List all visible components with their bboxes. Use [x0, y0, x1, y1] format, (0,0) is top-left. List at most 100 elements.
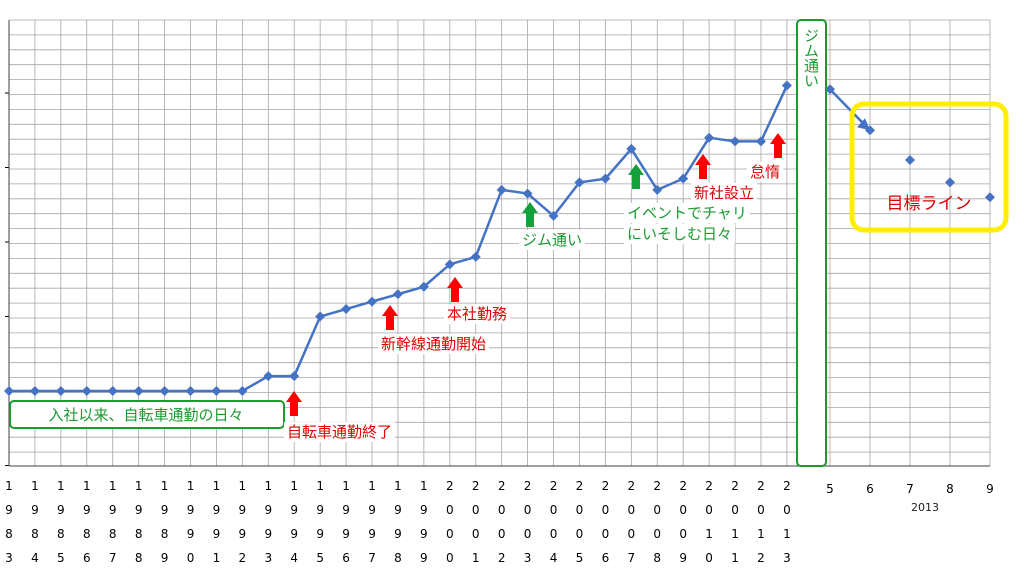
x-tick-label: 9 — [316, 527, 324, 541]
x-tick-label: 9 — [264, 503, 272, 517]
commute-days-label: 入社以来、自転車通勤の日々 — [48, 406, 243, 424]
data-point — [289, 371, 300, 382]
x-tick-label: 0 — [679, 527, 687, 541]
x-tick-label: 1 — [705, 527, 713, 541]
x-tick-label: 2 — [472, 479, 480, 493]
label-bg — [747, 162, 783, 182]
x-tick-label: 9 — [290, 503, 298, 517]
x-tick-label: 1 — [213, 551, 221, 565]
x-tick-label: 8 — [5, 527, 13, 541]
x-tick-label: 2 — [524, 479, 532, 493]
x-tick-label: 9 — [161, 503, 169, 517]
label-bg — [624, 224, 735, 244]
x-tick-label: 7 — [627, 551, 635, 565]
x-tick-label: 0 — [757, 503, 765, 517]
x-tick-label: 3 — [264, 551, 272, 565]
head-office-arrow — [447, 277, 463, 302]
x-tick-label: 0 — [498, 503, 506, 517]
label-bg — [691, 183, 757, 203]
x-tick-label: 9 — [213, 503, 221, 517]
x-tick-label: 1 — [213, 479, 221, 493]
target-label: 目標ライン — [887, 194, 972, 214]
x-tick-label: 2 — [576, 479, 584, 493]
lazy-label: 怠惰 — [750, 163, 780, 181]
data-point — [444, 259, 455, 270]
data-point — [548, 210, 559, 221]
data-point — [315, 311, 326, 322]
x-tick-label: 0 — [705, 551, 713, 565]
data-point — [263, 371, 274, 382]
x-tick-label: 9 — [239, 503, 247, 517]
x-tick-label: 9 — [31, 503, 39, 517]
event-label-line2: にいそしむ日々 — [627, 225, 732, 243]
x-tick-label: 9 — [264, 527, 272, 541]
series-arrowhead — [857, 118, 870, 131]
x-tick-label: 1 — [83, 479, 91, 493]
x-tick-label: 1 — [264, 479, 272, 493]
x-tick-label: 1 — [316, 479, 324, 493]
x-tick-label: 2 — [627, 479, 635, 493]
x-tick-label: 0 — [679, 503, 687, 517]
x-tick-label: 0 — [602, 503, 610, 517]
x-tick-label: 9 — [135, 503, 143, 517]
x-tick-label: 7 — [109, 551, 117, 565]
data-point — [107, 386, 118, 396]
x-tick-label: 0 — [576, 503, 584, 517]
x-tick-label: 0 — [653, 527, 661, 541]
x-tick-label: 1 — [731, 551, 739, 565]
data-point — [29, 386, 40, 396]
x-tick-label: 0 — [783, 503, 791, 517]
x-tick-label: 9 — [239, 527, 247, 541]
x-tick-label: 9 — [316, 503, 324, 517]
x-tick-label: 9 — [5, 503, 13, 517]
x-tick-label: 0 — [705, 503, 713, 517]
x-tick-label: 8 — [161, 527, 169, 541]
x-tick-label: 1 — [31, 479, 39, 493]
commute-days-box — [9, 400, 285, 429]
label-bg — [444, 304, 510, 324]
data-series — [4, 80, 995, 396]
label-bg — [378, 334, 489, 354]
label-bg — [624, 203, 750, 223]
x-tick-label: 9 — [342, 503, 350, 517]
x-tick-label: 5 — [57, 551, 65, 565]
x-tick-label: 9 — [394, 503, 402, 517]
x-tick-label: 6 — [342, 551, 350, 565]
x-tick-label: 1 — [161, 479, 169, 493]
data-point — [185, 386, 196, 396]
data-point — [81, 386, 92, 396]
gym1-label: ジム通い — [522, 231, 582, 249]
x-tick-label: 9 — [187, 503, 195, 517]
x-tick-label: 4 — [550, 551, 558, 565]
label-bg — [519, 230, 585, 250]
data-point — [730, 136, 741, 147]
x-tick-label: 9 — [83, 503, 91, 517]
x-tick-label: 2 — [446, 479, 454, 493]
data-point — [159, 386, 170, 396]
bike-end-arrow — [286, 391, 302, 416]
x-tick-label: 1 — [342, 479, 350, 493]
x-tick-label: 1 — [187, 479, 195, 493]
x-tick-label: 8 — [57, 527, 65, 541]
target-point — [905, 155, 915, 166]
x-tick-label: 8 — [135, 551, 143, 565]
x-tick-label: 0 — [627, 527, 635, 541]
x-tick-label: 2 — [757, 479, 765, 493]
x-tick-label: 0 — [627, 503, 635, 517]
x-tick-label: 0 — [472, 527, 480, 541]
x-tick-label: 1 — [757, 527, 765, 541]
x-tick-label: 0 — [602, 527, 610, 541]
x-tick-label: 6 — [602, 551, 610, 565]
x-tick-label: 9 — [109, 503, 117, 517]
x-tick-label: 4 — [31, 551, 39, 565]
x-tick-label: 3 — [524, 551, 532, 565]
shinkansen-arrow — [382, 305, 398, 330]
x-tick-label: 8 — [31, 527, 39, 541]
x-tick-label: 0 — [653, 503, 661, 517]
x-tick-label: 0 — [187, 551, 195, 565]
x-tick-label: 2 — [783, 479, 791, 493]
x-tick-label: 0 — [446, 503, 454, 517]
x-tick-label: 8 — [135, 527, 143, 541]
bike-end-label: 自転車通勤終了 — [287, 423, 392, 441]
x-tick-label: 0 — [524, 527, 532, 541]
